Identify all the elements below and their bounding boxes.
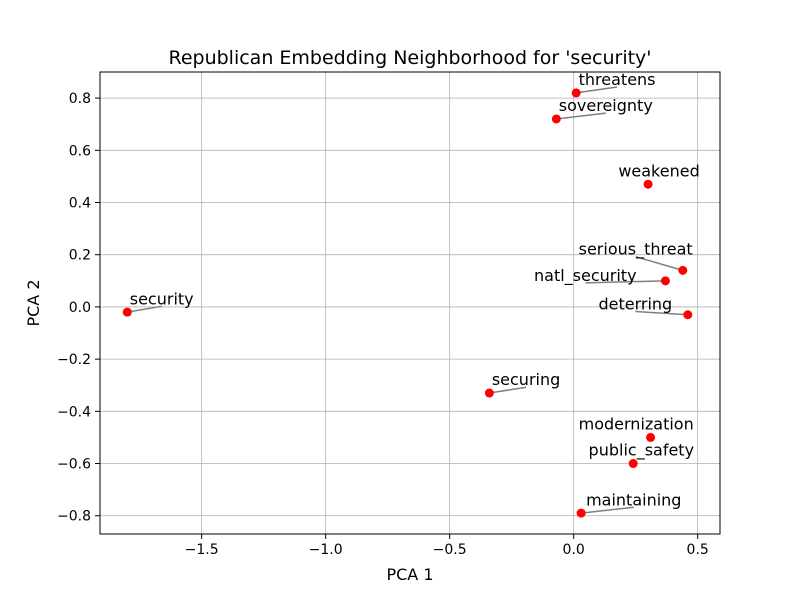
x-axis-label: PCA 1	[386, 565, 433, 584]
data-point	[571, 88, 581, 98]
point-label: sovereignty	[559, 96, 653, 115]
data-point	[646, 432, 656, 442]
leader-line	[489, 386, 527, 394]
point-label: serious_threat	[579, 240, 693, 260]
x-tick-label: 0.0	[563, 542, 585, 558]
y-tick-label: −0.4	[57, 404, 91, 420]
y-tick-label: 0.6	[69, 143, 91, 159]
tick-layer: −1.5 −1.0 −0.5 0.0 0.5 −0.8 −0.6 −0.4 −0.2 0.0 0.2…	[57, 91, 709, 558]
leader-line	[127, 305, 162, 313]
point-label: deterring	[598, 295, 672, 314]
y-tick-label: −0.8	[57, 509, 91, 525]
label-layer: security threatens sovereignty weakened seri…	[130, 70, 700, 509]
x-tick-label: −1.5	[185, 542, 219, 558]
point-layer	[122, 88, 693, 518]
x-tick-label: −0.5	[433, 542, 467, 558]
x-tick-label: −1.0	[309, 542, 343, 558]
point-label: weakened	[618, 161, 699, 180]
data-point	[643, 179, 653, 189]
data-point	[628, 459, 638, 469]
leader-line	[581, 506, 634, 514]
leader-line	[576, 86, 618, 94]
point-label: public_safety	[589, 441, 695, 461]
data-point	[678, 265, 688, 275]
point-label: threatens	[579, 70, 656, 89]
y-tick-label: −0.6	[57, 457, 91, 473]
data-point	[576, 508, 586, 518]
data-point	[551, 114, 561, 124]
point-label: maintaining	[586, 490, 681, 509]
leader-line	[585, 280, 666, 284]
grid-layer	[100, 72, 720, 534]
y-tick-label: 0.0	[69, 300, 91, 316]
leader-layer	[127, 86, 688, 514]
leader-line	[635, 255, 684, 272]
data-point	[122, 307, 132, 317]
y-tick-label: 0.2	[69, 248, 91, 264]
data-point	[683, 310, 693, 320]
point-label: security	[130, 289, 194, 308]
leader-line	[635, 310, 688, 316]
y-tick-label: −0.2	[57, 352, 91, 368]
point-label: natl_security	[534, 266, 637, 286]
y-tick-label: 0.4	[69, 196, 91, 212]
y-axis-label: PCA 2	[24, 279, 43, 326]
chart-title: Republican Embedding Neighborhood for 's…	[168, 47, 651, 69]
point-label: securing	[492, 370, 560, 389]
leader-line	[556, 112, 606, 120]
data-point	[484, 388, 494, 398]
plot-frame	[99, 71, 721, 535]
point-label: modernization	[579, 415, 694, 434]
y-tick-label: 0.8	[69, 91, 91, 107]
x-tick-label: 0.5	[687, 542, 709, 558]
data-point	[660, 276, 670, 286]
